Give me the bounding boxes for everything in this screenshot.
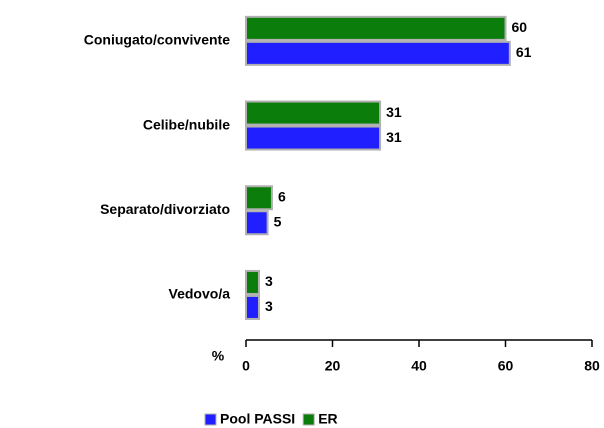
y-tick-label: Vedovo/a bbox=[169, 286, 231, 302]
value-label: 31 bbox=[386, 104, 402, 120]
bar bbox=[245, 185, 273, 211]
y-tick-label: Coniugato/convivente bbox=[84, 32, 230, 48]
x-tick-label: 0 bbox=[242, 358, 250, 374]
x-tick-label: 60 bbox=[498, 358, 514, 374]
value-label: 60 bbox=[512, 19, 528, 35]
y-tick-label: Celibe/nubile bbox=[143, 116, 230, 132]
value-label: 6 bbox=[278, 188, 286, 204]
bar bbox=[245, 269, 260, 295]
legend-label: ER bbox=[318, 411, 337, 427]
x-axis-label: % bbox=[212, 348, 225, 364]
legend-label: Pool PASSI bbox=[220, 411, 295, 427]
value-label: 3 bbox=[265, 298, 273, 314]
y-tick-label: Separato/divorziato bbox=[100, 201, 230, 217]
bar bbox=[245, 210, 269, 236]
bar bbox=[245, 100, 382, 126]
bar bbox=[245, 294, 260, 320]
bar bbox=[245, 40, 511, 66]
x-tick-label: 80 bbox=[584, 358, 600, 374]
value-label: 3 bbox=[265, 273, 273, 289]
x-tick-label: 20 bbox=[325, 358, 341, 374]
legend-swatch bbox=[302, 413, 315, 426]
bar bbox=[245, 125, 382, 151]
value-label: 61 bbox=[516, 44, 532, 60]
bar bbox=[245, 15, 507, 41]
value-label: 31 bbox=[386, 129, 402, 145]
value-label: 5 bbox=[274, 213, 282, 229]
legend-swatch bbox=[204, 413, 217, 426]
x-tick-label: 40 bbox=[411, 358, 427, 374]
